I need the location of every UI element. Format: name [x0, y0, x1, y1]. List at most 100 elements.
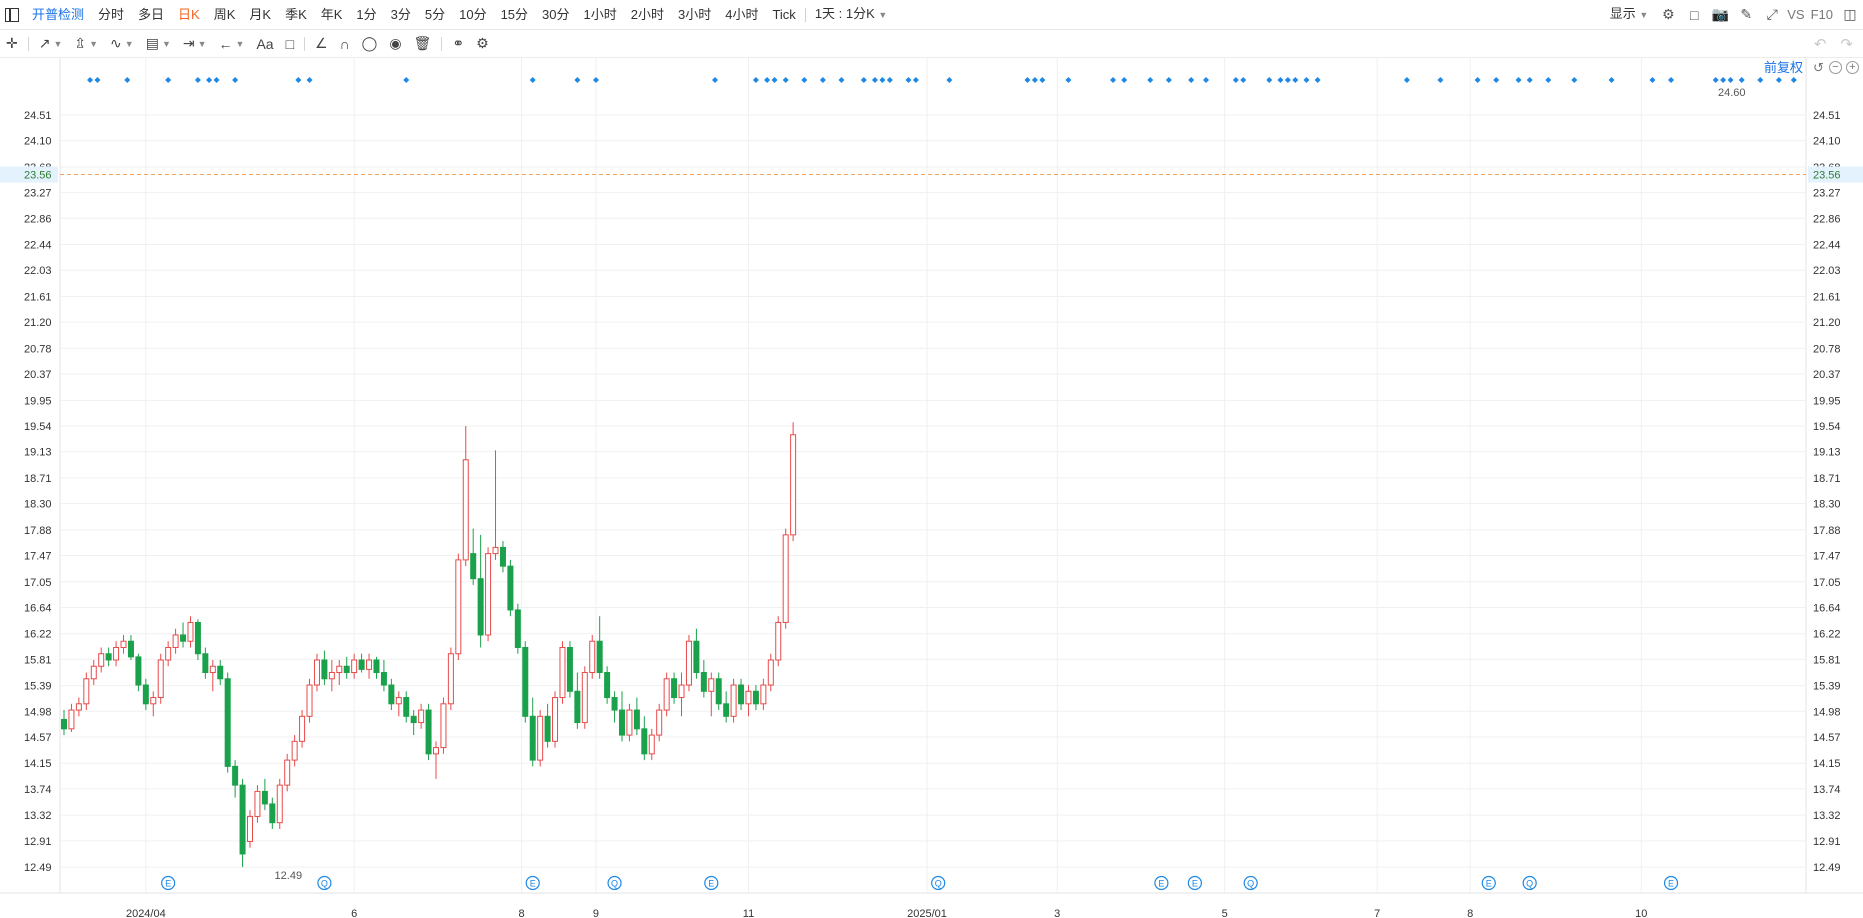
candle-body[interactable] [61, 718, 67, 730]
candle-body[interactable] [150, 697, 157, 705]
signal-marker[interactable] [1526, 77, 1533, 83]
candle-body[interactable] [522, 646, 529, 717]
adjust-mode-button[interactable]: 前复权 [1763, 60, 1803, 75]
signal-marker[interactable] [764, 77, 771, 83]
redo-icon[interactable]: ↷ [1840, 35, 1853, 53]
candle-body[interactable] [410, 715, 417, 724]
candle-body[interactable] [403, 697, 410, 717]
candle-body[interactable] [537, 715, 544, 761]
candle-body[interactable] [276, 784, 283, 824]
candle-body[interactable] [83, 678, 90, 705]
fullscreen-icon[interactable]: ⤢ [1766, 6, 1778, 22]
signal-marker[interactable] [1545, 77, 1552, 83]
stock-name[interactable]: 开普检测 [32, 7, 85, 22]
link-icon[interactable]: ⚭ [452, 35, 465, 51]
candle-body[interactable] [745, 690, 752, 705]
zoom-in-icon[interactable]: + [1846, 61, 1859, 74]
candle-body[interactable] [194, 621, 201, 655]
signal-marker[interactable] [1232, 77, 1239, 83]
candle-body[interactable] [723, 703, 730, 717]
line-tool-icon[interactable]: ↗ ▼ [38, 35, 63, 51]
candle-body[interactable] [165, 646, 172, 661]
candle-body[interactable] [395, 697, 402, 705]
event-marker[interactable] [931, 875, 946, 891]
candle-body[interactable] [447, 653, 454, 705]
candle-body[interactable] [633, 709, 640, 730]
candle-body[interactable] [752, 690, 759, 705]
candle-body[interactable] [730, 684, 737, 717]
signal-marker[interactable] [819, 77, 826, 83]
signal-marker[interactable] [1277, 77, 1284, 83]
signal-marker[interactable] [403, 77, 410, 83]
angle-icon[interactable]: ∠ [315, 35, 328, 51]
signal-marker[interactable] [712, 77, 718, 83]
signal-marker[interactable] [1121, 77, 1128, 83]
period-tab[interactable]: 30分 [542, 7, 570, 22]
candle-body[interactable] [574, 690, 581, 724]
candle-body[interactable] [440, 703, 447, 749]
signal-marker[interactable] [1757, 77, 1764, 83]
candle-body[interactable] [641, 728, 648, 755]
candle-body[interactable] [685, 640, 692, 686]
signal-marker[interactable] [771, 77, 778, 83]
period-tab[interactable]: 1分 [356, 7, 377, 22]
candle-body[interactable] [209, 665, 216, 674]
signal-marker[interactable] [206, 77, 213, 83]
candle-body[interactable] [738, 684, 745, 705]
candle-body[interactable] [239, 784, 246, 855]
candle-body[interactable] [224, 678, 231, 767]
event-marker[interactable] [607, 875, 622, 891]
signal-marker[interactable] [1266, 77, 1273, 83]
candle-body[interactable] [693, 640, 700, 674]
candle-body[interactable] [760, 684, 767, 705]
signal-marker[interactable] [752, 77, 759, 83]
candle-body[interactable] [477, 578, 484, 636]
channel-tool-icon[interactable]: ⇫ ▼ [74, 35, 99, 51]
signal-marker[interactable] [912, 77, 919, 83]
signal-marker[interactable] [1203, 77, 1210, 83]
candle-body[interactable] [105, 653, 112, 661]
candle-body[interactable] [254, 790, 261, 817]
event-marker[interactable] [704, 875, 719, 891]
signal-marker[interactable] [306, 77, 313, 83]
candle-body[interactable] [172, 634, 179, 648]
period-selector[interactable]: 1天 : 1分K ▼ [808, 0, 895, 30]
candle-body[interactable] [596, 640, 603, 674]
signal-marker[interactable] [1493, 77, 1500, 83]
period-tab[interactable]: 3分 [390, 7, 411, 22]
event-marker[interactable] [317, 875, 332, 891]
signal-marker[interactable] [529, 77, 536, 83]
signal-marker[interactable] [801, 77, 808, 83]
range-tool-icon[interactable]: ⇥ ▼ [182, 35, 207, 51]
candle-body[interactable] [142, 684, 149, 705]
candle-body[interactable] [544, 715, 551, 742]
signal-marker[interactable] [1147, 77, 1154, 83]
period-tab[interactable]: 5分 [424, 7, 446, 22]
period-tab[interactable]: 年K [320, 7, 343, 22]
signal-marker[interactable] [194, 77, 201, 83]
undo-icon[interactable]: ↶ [1813, 35, 1827, 53]
period-tab[interactable]: 周K [213, 7, 236, 22]
candle-body[interactable] [507, 565, 514, 611]
signal-marker[interactable] [1314, 77, 1321, 83]
candle-body[interactable] [232, 765, 239, 786]
candle-body[interactable] [366, 659, 373, 670]
candle-body[interactable] [619, 709, 625, 736]
candle-body[interactable] [120, 640, 127, 648]
candle-body[interactable] [566, 646, 573, 692]
candle-body[interactable] [425, 709, 432, 755]
signal-marker[interactable] [295, 77, 302, 83]
candle-body[interactable] [455, 559, 462, 655]
signal-marker[interactable] [1284, 77, 1291, 83]
candle-body[interactable] [388, 684, 395, 705]
candle-body[interactable] [380, 672, 387, 686]
signal-marker[interactable] [946, 77, 953, 83]
reset-icon[interactable]: ↺ [1813, 60, 1824, 75]
candle-body[interactable] [68, 709, 75, 730]
candle-body[interactable] [98, 653, 105, 667]
candle-body[interactable] [775, 621, 782, 661]
candle-body[interactable] [299, 715, 306, 742]
fib-tool-icon[interactable]: ▤ ▼ [145, 35, 171, 51]
signal-marker[interactable] [1668, 77, 1675, 83]
candle-body[interactable] [470, 553, 477, 580]
